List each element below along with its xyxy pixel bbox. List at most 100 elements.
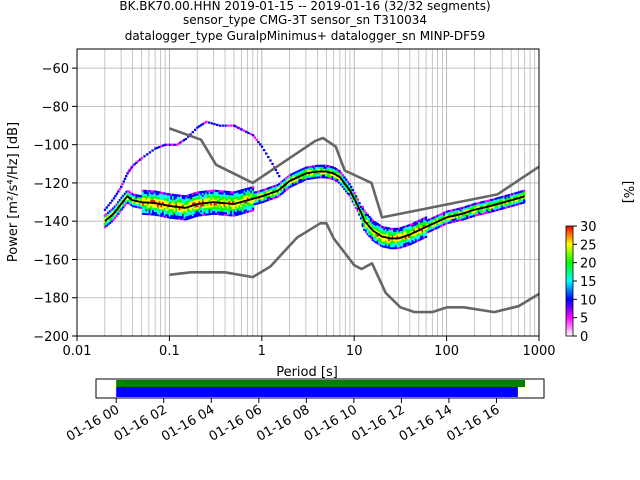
psd-cell	[456, 219, 459, 222]
psd-cell	[160, 193, 163, 196]
psd-cell	[461, 208, 464, 212]
psd-cell	[438, 225, 441, 228]
psd-cell	[180, 212, 183, 215]
psd-cell	[315, 168, 318, 171]
psd-cell	[453, 218, 456, 221]
psd-cell	[160, 212, 163, 216]
psd-cell	[458, 219, 461, 222]
y-axis-label: Power [m²/s⁴/Hz] [dB]	[6, 122, 21, 262]
psd-cell	[122, 204, 125, 207]
psd-cell	[428, 230, 431, 233]
psd-cell	[419, 220, 423, 223]
psd-cell	[145, 209, 148, 212]
psd-cell	[448, 221, 451, 224]
psd-cell	[306, 173, 310, 177]
psd-cell	[374, 237, 378, 240]
psd-cell	[301, 171, 305, 175]
psd-cell	[153, 207, 157, 210]
psd-cell	[305, 166, 308, 169]
psd-cell	[288, 176, 291, 179]
psd-cell	[339, 183, 343, 186]
psd-cell	[511, 204, 514, 207]
psd-cell	[517, 202, 521, 205]
psd-cell	[105, 224, 108, 227]
psd-cell	[225, 213, 228, 216]
psd-cell	[386, 229, 389, 232]
psd-cell	[238, 189, 241, 193]
psd-cell	[413, 221, 416, 225]
psd-cell	[391, 235, 394, 238]
psd-cell	[240, 191, 243, 194]
psd-cell	[226, 194, 230, 197]
psd-cell	[143, 199, 147, 202]
psd-cell	[497, 200, 501, 203]
psd-cell	[323, 172, 326, 175]
psd-cell	[181, 196, 185, 200]
psd-cell	[275, 192, 278, 195]
psd-cell	[388, 240, 391, 244]
psd-cell	[200, 196, 203, 199]
psd-cell	[443, 213, 446, 216]
psd-cell	[474, 204, 478, 207]
psd-cell	[419, 222, 423, 225]
psd-cell	[419, 232, 423, 235]
psd-cell	[198, 212, 202, 215]
psd-cell	[388, 231, 391, 234]
psd-cell	[315, 166, 318, 170]
psd-cell	[152, 205, 155, 208]
psd-cell	[326, 168, 330, 172]
psd-cell	[225, 204, 228, 207]
psd-cell	[246, 191, 250, 194]
psd-cell	[168, 214, 172, 217]
plot-frame	[76, 48, 540, 337]
psd-cell	[399, 232, 403, 235]
psd-cell	[311, 165, 315, 168]
psd-cell	[443, 223, 446, 226]
psd-plot-area: 0.01 0.1 1 10 100 1000−60−80−100−120−140−160−…	[33, 48, 556, 359]
psd-cell	[201, 213, 205, 216]
psd-cell	[359, 215, 363, 218]
psd-cell	[441, 216, 444, 219]
psd-cell	[123, 192, 127, 195]
psd-cell	[471, 215, 474, 218]
psd-cell	[201, 198, 205, 201]
psd-cell	[484, 200, 488, 203]
psd-cell	[343, 187, 346, 191]
psd-cell	[290, 185, 293, 188]
psd-cell	[507, 194, 511, 197]
psd-cell	[175, 203, 178, 206]
psd-cell	[240, 193, 243, 196]
psd-cell	[223, 200, 226, 203]
psd-cell	[506, 194, 509, 197]
psd-cell	[499, 200, 503, 203]
psd-cell	[112, 215, 115, 218]
psd-cell	[358, 203, 361, 207]
psd-cell	[330, 167, 333, 171]
psd-cell	[281, 189, 285, 192]
psd-cell	[236, 211, 240, 214]
psd-cell	[157, 206, 160, 209]
psd-cell	[303, 174, 306, 178]
psd-cell	[208, 211, 211, 214]
psd-cell	[226, 206, 230, 209]
psd-cell	[163, 211, 167, 214]
psd-cell	[416, 224, 419, 227]
psd-cell	[245, 209, 248, 212]
psd-cell	[381, 231, 384, 234]
psd-cell	[369, 219, 373, 222]
psd-cell	[476, 213, 479, 216]
psd-cell	[293, 179, 296, 182]
psd-cell	[419, 224, 423, 227]
psd-cell	[325, 164, 328, 167]
psd-cell	[233, 206, 236, 209]
psd-cell	[143, 205, 147, 208]
psd-cell	[185, 202, 188, 205]
psd-cell	[406, 238, 409, 241]
psd-cell	[364, 223, 368, 226]
psd-cell	[180, 204, 183, 207]
psd-cell	[190, 195, 193, 198]
psd-cell	[153, 200, 157, 203]
psd-cell	[183, 200, 187, 204]
psd-cell	[479, 211, 483, 214]
psd-cell	[138, 202, 142, 205]
